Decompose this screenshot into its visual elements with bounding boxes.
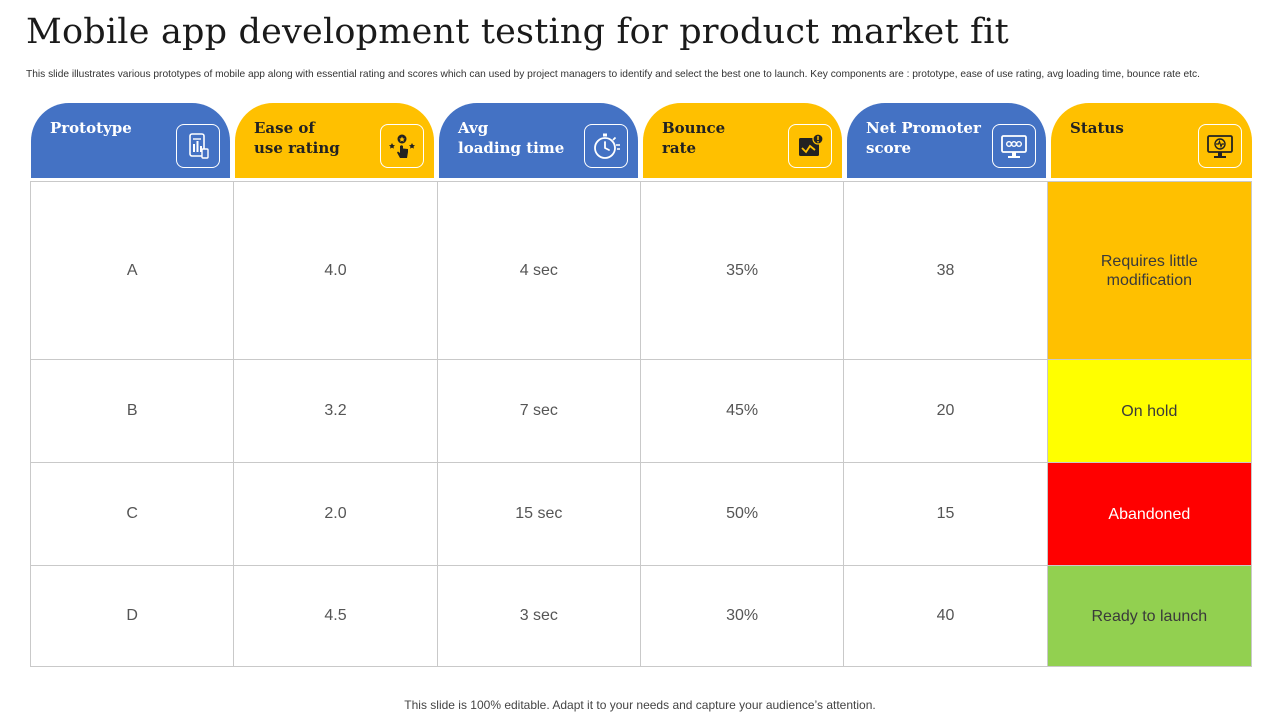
header-ease-of-use: Ease of use rating bbox=[235, 103, 434, 178]
stopwatch-icon bbox=[584, 124, 628, 168]
header-label: Ease of use rating bbox=[254, 119, 340, 157]
bounce-rate-cell: 50% bbox=[641, 463, 845, 565]
ease-of-use-cell: 2.0 bbox=[234, 463, 438, 565]
bounce-rate-cell: 30% bbox=[641, 566, 845, 666]
header-label: Status bbox=[1070, 119, 1124, 137]
header-net-promoter-score: Net Promoter score bbox=[847, 103, 1046, 178]
prototype-cell: D bbox=[31, 566, 235, 666]
header-status: Status bbox=[1051, 103, 1252, 178]
header-label: Prototype bbox=[50, 119, 132, 137]
nps-cell: 15 bbox=[844, 463, 1048, 565]
header-prototype: Prototype bbox=[31, 103, 230, 178]
prototype-cell: A bbox=[31, 182, 235, 359]
header-label: Net Promoter score bbox=[866, 119, 981, 157]
prototype-cell: B bbox=[31, 360, 235, 462]
table-row: D 4.5 3 sec 30% 40 Ready to launch bbox=[31, 566, 1252, 666]
loading-time-cell: 7 sec bbox=[438, 360, 641, 462]
nps-cell: 40 bbox=[844, 566, 1048, 666]
ease-of-use-cell: 4.0 bbox=[234, 182, 438, 359]
status-cell: On hold bbox=[1047, 360, 1252, 462]
bounce-chart-icon bbox=[788, 124, 832, 168]
header-label: Bounce rate bbox=[662, 119, 726, 157]
header-label: Avg loading time bbox=[458, 119, 565, 157]
header-avg-loading-time: Avg loading time bbox=[439, 103, 638, 178]
status-monitor-icon bbox=[1198, 124, 1242, 168]
loading-time-cell: 15 sec bbox=[438, 463, 641, 565]
status-cell: Abandoned bbox=[1047, 463, 1252, 565]
ease-of-use-cell: 4.5 bbox=[234, 566, 438, 666]
page-title: Mobile app development testing for produ… bbox=[26, 12, 1009, 52]
loading-time-cell: 4 sec bbox=[438, 182, 641, 359]
rating-hand-icon bbox=[380, 124, 424, 168]
loading-time-cell: 3 sec bbox=[438, 566, 641, 666]
ease-of-use-cell: 3.2 bbox=[234, 360, 438, 462]
footer-note: This slide is 100% editable. Adapt it to… bbox=[404, 698, 876, 712]
prototype-cell: C bbox=[31, 463, 235, 565]
table-row: C 2.0 15 sec 50% 15 Abandoned bbox=[31, 463, 1252, 566]
header-bounce-rate: Bounce rate bbox=[643, 103, 842, 178]
mobile-report-icon bbox=[176, 124, 220, 168]
nps-cell: 20 bbox=[844, 360, 1048, 462]
page-subtitle: This slide illustrates various prototype… bbox=[26, 69, 1200, 80]
table-row: B 3.2 7 sec 45% 20 On hold bbox=[31, 360, 1252, 463]
monitor-score-icon bbox=[992, 124, 1036, 168]
prototype-table: A 4.0 4 sec 35% 38 Requires little modif… bbox=[30, 181, 1252, 667]
status-cell: Requires little modification bbox=[1047, 182, 1252, 359]
nps-cell: 38 bbox=[844, 182, 1048, 359]
table-header: Prototype Ease of use rating Avg loading… bbox=[31, 103, 1252, 178]
status-cell: Ready to launch bbox=[1047, 566, 1252, 666]
bounce-rate-cell: 35% bbox=[641, 182, 845, 359]
bounce-rate-cell: 45% bbox=[641, 360, 845, 462]
table-row: A 4.0 4 sec 35% 38 Requires little modif… bbox=[31, 182, 1252, 360]
